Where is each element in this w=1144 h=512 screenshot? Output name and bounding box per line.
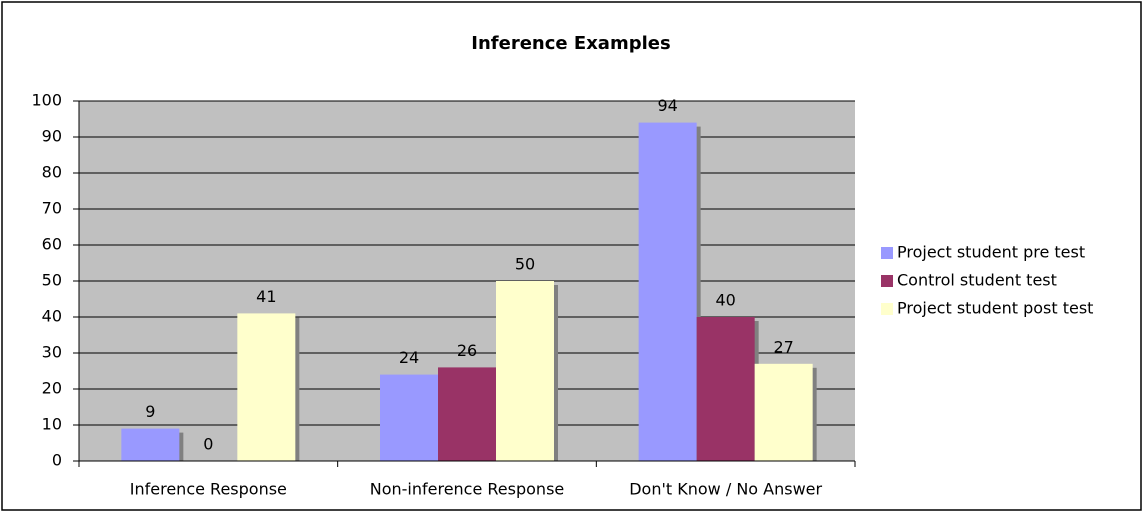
x-tick-label: Don't Know / No Answer — [629, 480, 822, 499]
legend-label: Control student test — [897, 271, 1057, 290]
chart-title: Inference Examples — [471, 33, 670, 54]
bar — [696, 317, 755, 461]
legend-label: Project student post test — [897, 299, 1093, 318]
legend-label: Project student pre test — [897, 243, 1085, 262]
legend-swatch — [881, 247, 893, 259]
value-label: 24 — [399, 348, 419, 367]
y-tick-label: 70 — [42, 199, 62, 218]
value-label: 40 — [715, 291, 735, 310]
bar — [121, 428, 180, 461]
bar — [496, 281, 554, 461]
bar — [754, 363, 813, 461]
y-tick-label: 90 — [42, 127, 62, 146]
bar — [380, 374, 438, 461]
y-tick-label: 100 — [31, 91, 62, 110]
value-label: 9 — [145, 402, 155, 421]
y-tick-label: 20 — [42, 379, 62, 398]
bar — [237, 313, 296, 461]
bar — [638, 122, 697, 461]
y-tick-label: 50 — [42, 271, 62, 290]
y-tick-label: 80 — [42, 163, 62, 182]
legend-swatch — [881, 275, 893, 287]
value-label: 41 — [256, 287, 276, 306]
legend-swatch — [881, 303, 893, 315]
value-label: 27 — [773, 337, 793, 356]
y-tick-label: 10 — [42, 415, 62, 434]
value-label: 26 — [457, 341, 477, 360]
value-label: 0 — [203, 435, 213, 454]
x-tick-label: Inference Response — [130, 480, 287, 499]
x-tick-label: Non-inference Response — [370, 480, 565, 499]
y-tick-label: 60 — [42, 235, 62, 254]
bar — [438, 367, 496, 461]
legend: Project student pre test Control student … — [881, 243, 1093, 318]
value-label: 50 — [515, 255, 535, 274]
y-tick-label: 30 — [42, 343, 62, 362]
value-label: 94 — [657, 96, 677, 115]
y-tick-label: 0 — [52, 451, 62, 470]
y-tick-label: 40 — [42, 307, 62, 326]
